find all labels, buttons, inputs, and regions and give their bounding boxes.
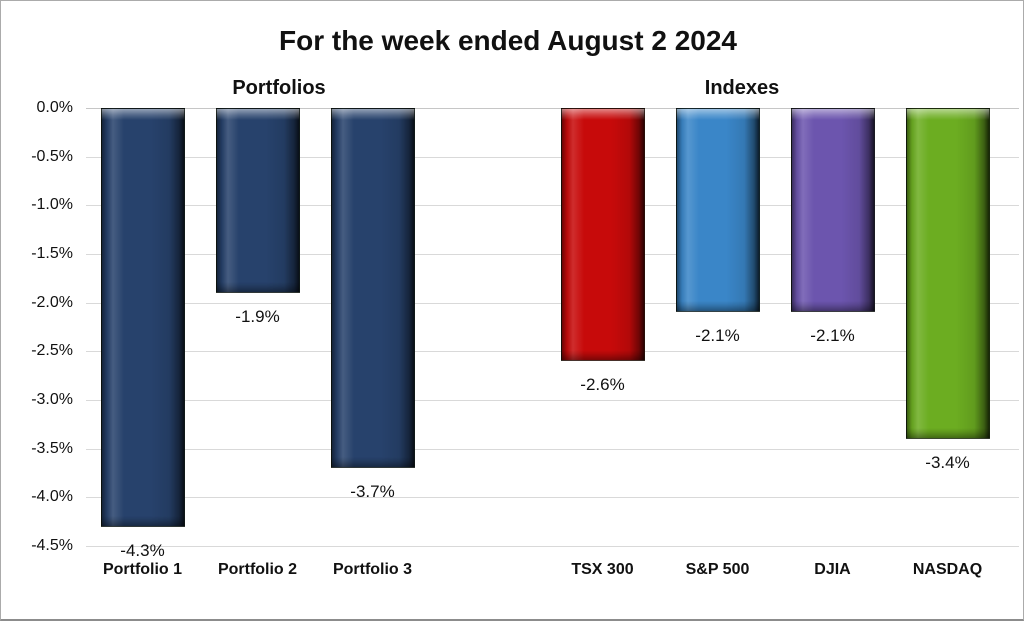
y-tick-label: -4.5% <box>31 537 73 554</box>
chart-title: For the week ended August 2 2024 <box>279 25 737 56</box>
gridline--3.0% <box>86 400 1019 401</box>
gridline--0.5% <box>86 157 1019 158</box>
category-label-portfolio-3: Portfolio 3 <box>332 561 413 578</box>
bar-portfolio-2 <box>216 108 300 293</box>
group-label-indexes: Indexes <box>704 77 780 99</box>
data-label-nasdaq: -3.4% <box>925 453 970 472</box>
data-label-djia: -2.1% <box>810 326 855 345</box>
y-tick-label: -2.5% <box>31 342 73 359</box>
category-label-tsx-300: TSX 300 <box>571 561 634 578</box>
category-label-portfolio-1: Portfolio 1 <box>102 561 183 578</box>
data-label-portfolio-3: -3.7% <box>350 482 395 501</box>
gridline--2.5% <box>86 351 1019 352</box>
bar-portfolio-1 <box>101 108 185 527</box>
category-label-djia: DJIA <box>814 561 851 578</box>
category-label-portfolio-2: Portfolio 2 <box>217 561 298 578</box>
gridline--2.0% <box>86 303 1019 304</box>
group-label-portfolios: Portfolios <box>232 77 326 99</box>
bar-s-p-500 <box>676 108 760 312</box>
gridline--1.0% <box>86 205 1019 206</box>
y-tick-label: -3.5% <box>31 440 73 457</box>
gridline--4.0% <box>86 497 1019 498</box>
category-label-s-p-500: S&P 500 <box>685 561 750 578</box>
gridline--4.5% <box>86 546 1019 547</box>
data-label-s-p-500: -2.1% <box>695 326 740 345</box>
y-tick-label: -1.5% <box>31 245 73 262</box>
data-label-portfolio-1: -4.3% <box>120 541 165 560</box>
category-label-nasdaq: NASDAQ <box>912 561 983 578</box>
gridline--1.5% <box>86 254 1019 255</box>
bar-nasdaq <box>906 108 990 439</box>
data-label-tsx-300: -2.6% <box>580 375 625 394</box>
gridline--3.5% <box>86 449 1019 450</box>
bar-portfolio-3 <box>331 108 415 468</box>
y-tick-label: 0.0% <box>36 99 73 116</box>
gridline-0.0% <box>86 108 1019 109</box>
y-tick-label: -2.0% <box>31 294 73 311</box>
y-tick-label: -3.0% <box>31 391 73 408</box>
data-label-portfolio-2: -1.9% <box>235 307 280 326</box>
y-tick-label: -4.0% <box>31 488 73 505</box>
bar-djia <box>791 108 875 312</box>
bar-tsx-300 <box>561 108 645 361</box>
y-tick-label: -1.0% <box>31 196 73 213</box>
y-tick-label: -0.5% <box>31 148 73 165</box>
